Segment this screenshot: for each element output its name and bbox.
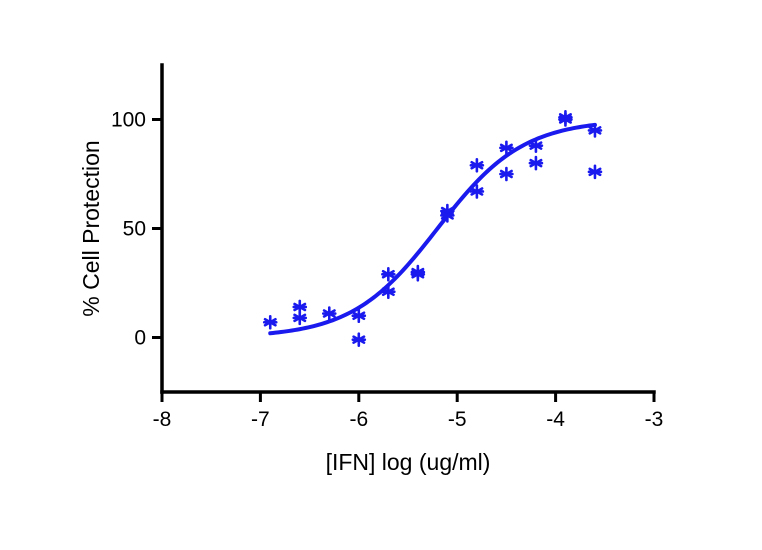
y-tick-label: 50 xyxy=(123,218,146,241)
data-point xyxy=(528,138,544,153)
y-tick-label: 100 xyxy=(111,109,146,132)
data-point xyxy=(410,266,426,282)
data-point xyxy=(262,314,278,330)
data-point xyxy=(499,166,514,182)
data-point xyxy=(528,155,544,171)
x-tick-label: -3 xyxy=(645,408,664,431)
data-point xyxy=(351,332,367,347)
data-point xyxy=(469,184,485,199)
data-point xyxy=(351,308,367,324)
data-point xyxy=(499,140,514,156)
data-point xyxy=(469,157,485,173)
data-point xyxy=(440,208,455,223)
y-axis: 0 50 100 % Cell Protection xyxy=(78,63,164,394)
x-tick-label: -8 xyxy=(153,408,172,431)
x-tick-label: -7 xyxy=(251,408,270,431)
data-point xyxy=(587,123,603,138)
data-point xyxy=(321,306,337,321)
x-axis: -8 -7 -6 -5 -4 -3 [IFN] log (ug/ml) xyxy=(153,390,664,475)
y-axis-title: % Cell Protection xyxy=(78,140,104,316)
y-tick-label: 0 xyxy=(134,327,146,350)
x-tick-label: -4 xyxy=(546,408,565,431)
data-point xyxy=(381,266,396,282)
data-points xyxy=(262,110,603,347)
data-point xyxy=(381,284,396,300)
data-point xyxy=(292,310,308,326)
x-tick-label: -6 xyxy=(349,408,368,431)
data-point xyxy=(558,112,573,127)
data-point xyxy=(587,164,603,180)
x-axis-title: [IFN] log (ug/ml) xyxy=(326,449,491,475)
fit-curve xyxy=(268,122,597,336)
x-tick-label: -5 xyxy=(448,408,467,431)
